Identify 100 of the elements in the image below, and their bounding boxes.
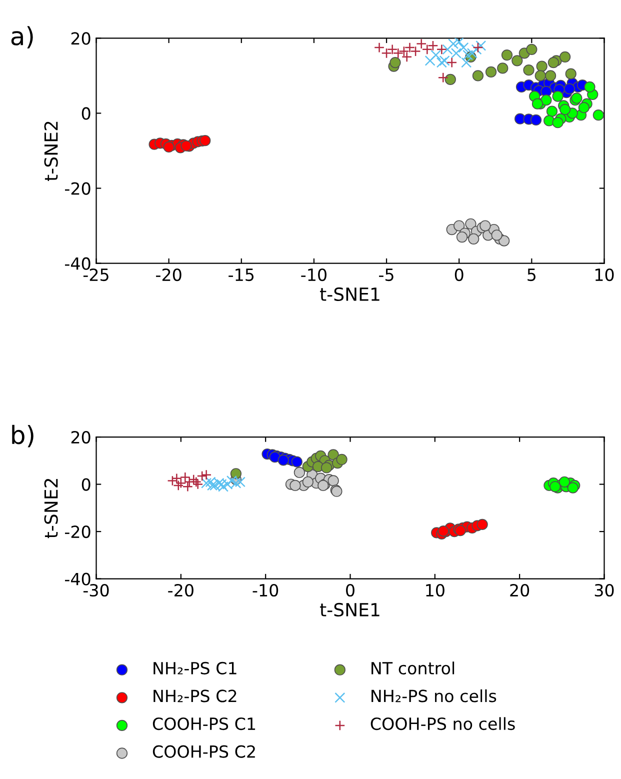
point	[468, 233, 480, 244]
point	[446, 57, 458, 68]
point	[544, 115, 555, 126]
x-tick-label: 5	[528, 268, 536, 282]
legend-label: COOH-PS no cells	[370, 717, 515, 730]
legend-label: NH₂-PS C2	[154, 690, 236, 702]
point	[438, 525, 449, 537]
y-tick-label: 0	[82, 107, 90, 120]
x-tick-label: -30	[83, 584, 109, 597]
point	[173, 480, 184, 491]
point	[465, 218, 476, 230]
point	[444, 74, 456, 86]
x-tick-label: -20	[156, 268, 182, 282]
x-tick-label: 10	[595, 268, 614, 282]
x-axis-title: t-SNE1	[320, 287, 380, 302]
point	[476, 40, 486, 51]
point	[436, 44, 447, 55]
x-tick-label: 30	[594, 584, 614, 597]
point	[548, 56, 560, 68]
point	[200, 135, 211, 146]
point	[390, 56, 401, 68]
y-axis-title: t-SNE2	[44, 478, 58, 538]
point	[592, 110, 604, 121]
legend-label: NH₂-PS no cells	[372, 689, 496, 702]
point	[430, 50, 442, 60]
point	[498, 235, 510, 246]
point	[454, 220, 465, 232]
x-tick-label: -15	[228, 268, 254, 282]
point	[456, 231, 468, 243]
point	[302, 476, 314, 488]
x-tick-label: -10	[301, 268, 326, 282]
y-tick-label: 0	[82, 478, 90, 491]
point	[491, 230, 502, 241]
legend-label: COOH-PS C1	[152, 717, 256, 730]
legend-label: COOH-PS C2	[152, 745, 255, 758]
point	[534, 70, 546, 82]
x-tick-label: 10	[426, 584, 444, 597]
point	[559, 51, 571, 62]
point	[584, 81, 596, 93]
point	[550, 481, 561, 492]
point	[466, 48, 478, 58]
point	[523, 64, 534, 76]
y-tick-label: -40	[64, 257, 90, 270]
point	[328, 475, 339, 486]
point	[163, 141, 174, 153]
x-tick-label: 0	[346, 584, 354, 597]
point	[552, 90, 564, 102]
point	[558, 476, 570, 488]
point	[544, 70, 556, 82]
point	[559, 104, 571, 116]
point	[454, 38, 464, 48]
point	[485, 66, 497, 78]
point	[526, 44, 538, 55]
x-tick-label: -25	[83, 268, 108, 282]
point	[294, 466, 306, 478]
point	[402, 52, 412, 62]
point	[458, 42, 469, 53]
point	[461, 57, 472, 68]
y-tick-label: -20	[64, 182, 90, 195]
point	[230, 468, 242, 480]
x-tick-label: -5	[379, 268, 394, 282]
chart-title: b)	[12, 424, 34, 448]
point	[567, 482, 578, 494]
point	[290, 480, 301, 492]
point	[552, 117, 564, 128]
x-tick-label: -10	[252, 584, 278, 597]
point	[438, 72, 448, 83]
point	[530, 114, 542, 126]
point	[536, 60, 548, 72]
point	[291, 456, 302, 468]
point	[439, 55, 450, 66]
point	[442, 44, 453, 55]
point	[201, 470, 212, 480]
y-tick-label: 20	[71, 32, 90, 45]
y-tick-label: -40	[64, 572, 90, 586]
point	[472, 70, 484, 82]
point	[320, 462, 332, 474]
point	[167, 475, 178, 486]
point	[336, 454, 348, 466]
y-tick-label: 20	[71, 430, 90, 444]
legend-label: NT control	[372, 662, 454, 674]
point	[497, 62, 508, 74]
x-tick-label: 0	[454, 268, 464, 282]
point	[512, 55, 523, 66]
point	[565, 68, 576, 80]
y-tick-label: -20	[64, 526, 90, 538]
y-axis-title: t-SNE2	[44, 122, 58, 181]
x-tick-label: 20	[510, 584, 530, 597]
point	[374, 42, 385, 53]
chart-title: a)	[11, 26, 33, 48]
x-tick-label: -20	[168, 584, 194, 597]
x-axis-title: t-SNE1	[320, 602, 380, 617]
point	[578, 102, 590, 114]
point	[501, 49, 513, 61]
point	[448, 38, 459, 50]
point	[480, 220, 491, 232]
point	[546, 106, 558, 117]
point	[564, 83, 575, 94]
point	[476, 518, 488, 530]
legend-label: NH₂-PS C1	[154, 662, 236, 674]
